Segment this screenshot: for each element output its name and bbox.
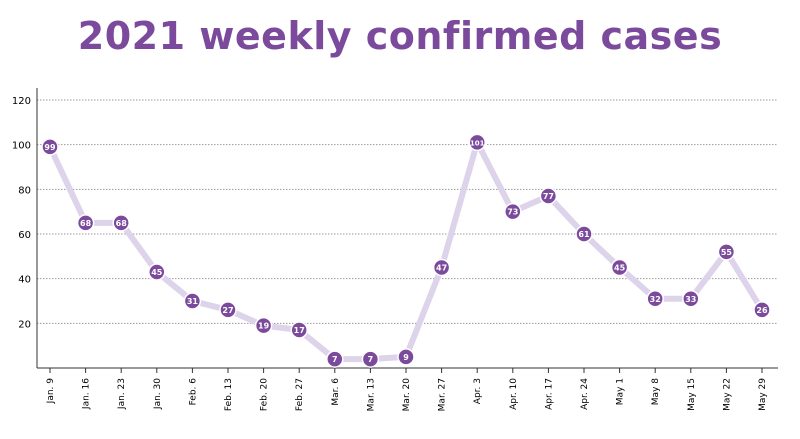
x-tick-label: Mar. 20 <box>402 378 412 412</box>
x-tick-label: Feb. 20 <box>260 378 270 411</box>
y-tick-label: 80 <box>18 185 31 196</box>
data-label: 27 <box>222 306 233 315</box>
axes <box>36 88 778 369</box>
data-point-marker <box>682 290 700 308</box>
data-label: 55 <box>721 248 733 257</box>
data-point-marker <box>326 350 344 368</box>
data-point-marker <box>646 290 664 308</box>
x-tick-label: Apr. 24 <box>580 378 590 410</box>
data-label: 7 <box>368 355 374 364</box>
data-point-marker <box>254 316 273 335</box>
y-tick-label: 60 <box>18 230 31 241</box>
data-label: 61 <box>578 230 590 239</box>
data-label: 73 <box>507 208 518 217</box>
data-point-marker <box>468 133 486 152</box>
gridlines <box>37 99 778 324</box>
x-tick-label: Jan. 23 <box>117 378 127 410</box>
data-point-marker <box>575 225 593 243</box>
data-point-marker <box>717 243 736 261</box>
y-tick-label: 120 <box>12 96 31 107</box>
data-point-marker <box>432 258 451 277</box>
x-tick-label: Feb. 27 <box>295 378 305 411</box>
data-label: 33 <box>685 295 696 304</box>
chart-title: 2021 weekly confirmed cases <box>77 14 723 58</box>
data-point-marker <box>361 350 380 368</box>
data-label: 26 <box>756 306 768 315</box>
data-point-marker <box>610 258 629 277</box>
x-tick-label: Mar. 13 <box>366 378 376 411</box>
data-label: 7 <box>332 355 338 364</box>
series-line-path <box>47 139 765 363</box>
x-axis-ticks: Jan. 9 Jan. 16 Jan. 23 Jan. 30 Feb. 6 Feb. 13… <box>46 368 768 411</box>
x-tick-label: Jan. 30 <box>153 378 163 410</box>
x-tick-label: Mar. 6 <box>331 378 341 406</box>
x-tick-label: May 15 <box>687 378 697 411</box>
data-point-marker <box>183 292 202 310</box>
data-label: 101 <box>470 139 485 147</box>
data-label: 9 <box>403 353 409 362</box>
x-tick-label: Apr. 10 <box>509 378 519 410</box>
data-point-marker <box>76 214 95 232</box>
y-tick-label: 100 <box>12 141 31 152</box>
data-label: 31 <box>187 297 199 306</box>
data-point-marker <box>753 301 771 319</box>
data-point-marker <box>112 214 130 232</box>
data-point-marker <box>41 138 59 156</box>
data-label: 47 <box>436 264 447 273</box>
x-tick-label: Jan. 16 <box>82 378 92 410</box>
data-point-marker <box>397 348 415 366</box>
x-tick-label: May 22 <box>722 378 732 411</box>
data-label: 68 <box>116 219 128 228</box>
x-tick-label: Apr. 3 <box>473 378 483 404</box>
data-label: 45 <box>614 264 626 273</box>
data-label: 19 <box>258 322 270 331</box>
x-tick-label: Mar. 27 <box>438 378 448 411</box>
y-axis-ticks: 20 40 60 80 100 120 <box>12 96 31 330</box>
data-point-marker <box>290 321 308 339</box>
data-label: 77 <box>543 192 554 201</box>
x-tick-label: May 29 <box>758 378 768 411</box>
data-label: 32 <box>650 295 661 304</box>
series-line <box>47 139 765 363</box>
x-tick-label: Feb. 6 <box>188 378 198 406</box>
x-tick-label: May 1 <box>616 378 626 405</box>
data-point-marker <box>219 301 237 319</box>
x-tick-label: May 8 <box>651 378 661 405</box>
data-point-marker <box>504 202 522 221</box>
x-tick-label: Jan. 9 <box>46 378 56 405</box>
data-point-marker <box>148 263 166 281</box>
data-label: 99 <box>44 143 56 152</box>
data-label: 17 <box>294 326 305 335</box>
y-tick-label: 40 <box>18 275 31 286</box>
data-label: 68 <box>80 219 92 228</box>
data-label: 45 <box>151 268 163 277</box>
x-tick-label: Feb. 13 <box>224 378 234 411</box>
x-tick-label: Apr. 17 <box>544 378 554 410</box>
y-tick-label: 20 <box>18 319 31 330</box>
data-point-marker <box>539 187 558 205</box>
